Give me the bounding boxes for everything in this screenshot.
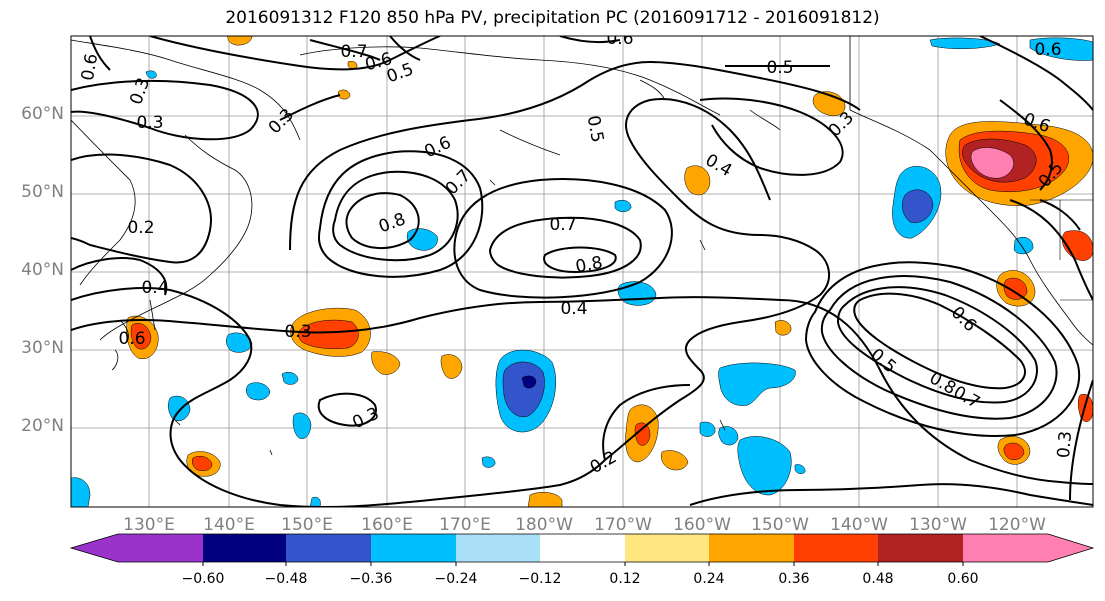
contour-label: 0.3 xyxy=(1054,430,1076,459)
lat-label-60n: 60°N xyxy=(21,104,64,124)
colorbar-tick: 0.60 xyxy=(947,571,979,587)
lat-label-20n: 20°N xyxy=(21,416,64,436)
colorbar-tick: 0.24 xyxy=(693,571,725,587)
contour-label: 0.2 xyxy=(127,218,154,238)
colorbar-segment xyxy=(540,534,625,562)
lon-label: 170°E xyxy=(439,515,491,535)
colorbar-segment xyxy=(456,534,540,562)
precipitation-shading xyxy=(71,36,1093,507)
contour-label: 0.7 xyxy=(340,42,367,62)
contour-label: 0.3 xyxy=(284,322,311,342)
contour-label: 0.3 xyxy=(136,113,163,133)
colorbar-segment xyxy=(878,534,963,562)
colorbar-segment xyxy=(963,534,1093,562)
contour-label: 0.5 xyxy=(583,114,607,144)
lon-label: 130°E xyxy=(123,515,175,535)
lon-label: 150°W xyxy=(751,515,809,535)
colorbar-tick: −0.36 xyxy=(349,571,393,587)
lon-label: 160°W xyxy=(673,515,731,535)
colorbar-tick: −0.12 xyxy=(518,571,562,587)
colorbar-segments xyxy=(69,533,1095,566)
contour-label: 0.8 xyxy=(574,253,604,277)
lon-label: 130°W xyxy=(909,515,967,535)
colorbar-tick: −0.60 xyxy=(181,571,225,587)
map-frame xyxy=(70,35,1094,508)
contour-label: 0.7 xyxy=(549,215,576,235)
lon-label: 180°W xyxy=(515,515,573,535)
lon-label: 150°E xyxy=(281,515,333,535)
colorbar-tick: 0.12 xyxy=(609,571,641,587)
colorbar-segment xyxy=(709,534,794,562)
map-title: 2016091312 F120 850 hPa PV, precipitatio… xyxy=(225,8,880,28)
colorbar-tick: −0.48 xyxy=(264,571,308,587)
colorbar-segment xyxy=(625,534,709,562)
colorbar-segment xyxy=(203,534,286,562)
lon-label: 140°E xyxy=(203,515,255,535)
colorbar-outline xyxy=(69,533,1095,563)
colorbar-tick: 0.48 xyxy=(862,571,894,587)
contour-label: 0.4 xyxy=(141,278,168,298)
lat-label-40n: 40°N xyxy=(21,260,64,280)
lon-label: 170°W xyxy=(594,515,652,535)
contour-label: 0.6 xyxy=(118,329,145,349)
coastlines xyxy=(71,36,1093,456)
colorbar-segment xyxy=(286,534,371,562)
contour-label: 0.6 xyxy=(1034,40,1061,60)
colorbar-tick: 0.36 xyxy=(778,571,810,587)
colorbar-segment xyxy=(71,534,203,562)
contour-label: 0.5 xyxy=(766,58,793,78)
lat-label-30n: 30°N xyxy=(21,338,64,358)
lon-label: 140°W xyxy=(830,515,888,535)
colorbar-tick: −0.24 xyxy=(434,571,478,587)
pv-contours xyxy=(71,36,1093,507)
lat-label-50n: 50°N xyxy=(21,182,64,202)
colorbar-segment xyxy=(371,534,456,562)
lon-label: 160°E xyxy=(361,515,413,535)
contour-label: 0.4 xyxy=(560,299,587,319)
colorbar-segment xyxy=(794,534,878,562)
contour-label: 0.6 xyxy=(606,29,633,49)
contour-label: 0.6 xyxy=(78,52,102,82)
lon-label: 120°W xyxy=(988,515,1046,535)
